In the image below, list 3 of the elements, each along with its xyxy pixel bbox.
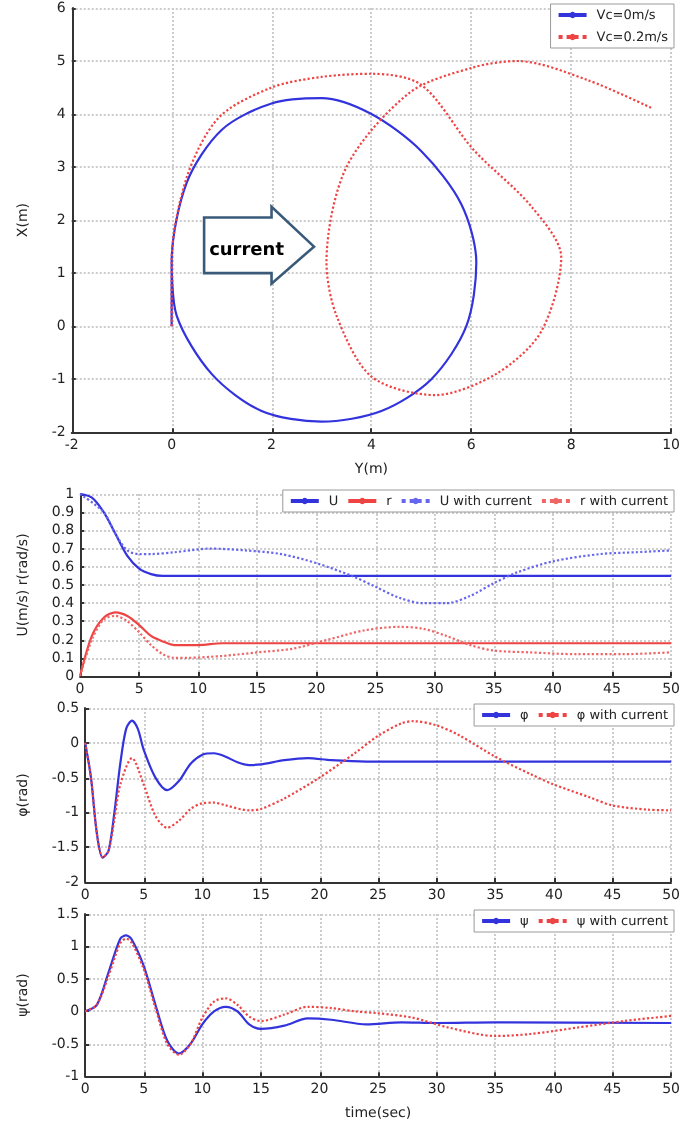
line-series xyxy=(170,59,655,397)
line-series xyxy=(170,97,478,423)
annotation: current xyxy=(209,240,286,261)
